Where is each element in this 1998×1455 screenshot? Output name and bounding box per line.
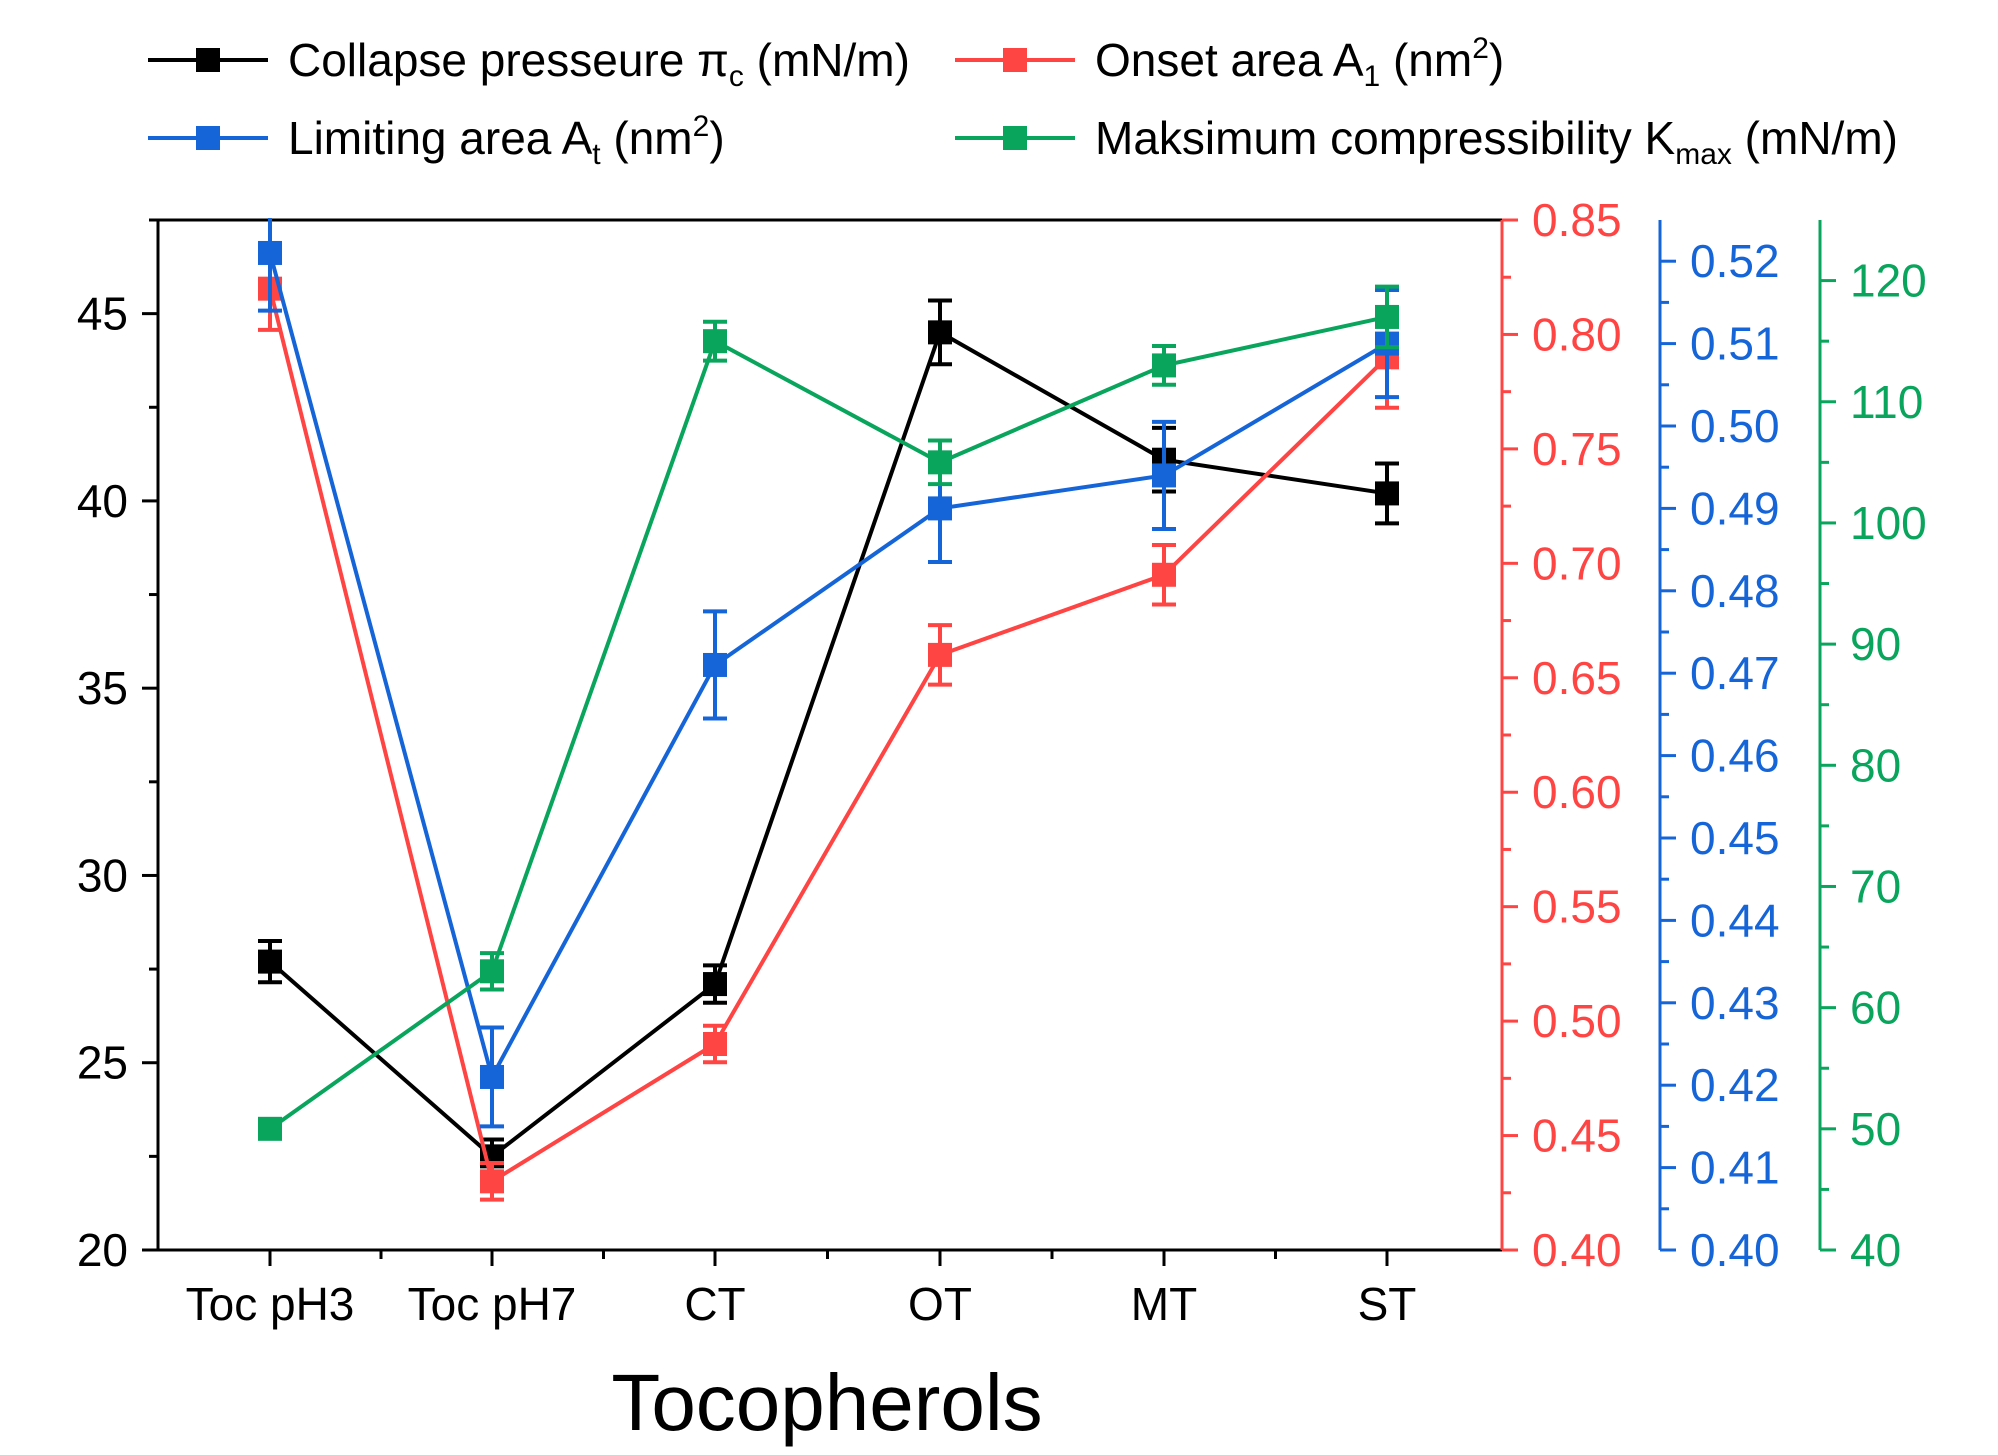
data-point [258, 240, 282, 265]
right3-axis-tick-label: 110 [1850, 376, 1923, 428]
right1-axis-tick-label: 0.85 [1532, 194, 1622, 246]
data-point [480, 1169, 504, 1194]
data-point [703, 1032, 727, 1056]
data-point [928, 496, 952, 521]
data-point [258, 1116, 282, 1141]
data-point [1375, 481, 1399, 506]
legend-label: Limiting area At (nm2) [288, 110, 725, 171]
right1-axis-tick-label: 0.60 [1532, 766, 1622, 818]
right2-axis-tick-label: 0.49 [1690, 482, 1780, 534]
left-axis-tick-label: 30 [77, 849, 128, 901]
right2-axis-tick-label: 0.40 [1690, 1224, 1780, 1276]
x-axis-title: Tocopherols [611, 1358, 1042, 1447]
right1-axis-tick-label: 0.50 [1532, 995, 1622, 1047]
data-point [703, 652, 727, 677]
right2-axis-tick-label: 0.44 [1690, 894, 1780, 946]
data-point [1152, 353, 1176, 378]
legend-marker [1003, 48, 1027, 72]
right3-axis-tick-label: 50 [1850, 1103, 1901, 1155]
x-axis-tick-label: Toc pH7 [408, 1278, 577, 1330]
series-line [268, 329, 1388, 1159]
data-point [1375, 304, 1399, 329]
left-axis-tick-label: 25 [77, 1037, 128, 1089]
right-axes: 0.40 0.45 0.50 0.55 0.60 0.65 0.70 0.75 0.80 0.85… [1500, 194, 1927, 1276]
data-point [480, 1064, 504, 1089]
data-point [703, 972, 727, 997]
left-axis: 20 25 30 35 40 45 [77, 218, 160, 1276]
left-axis-tick-label: 45 [77, 288, 128, 340]
right2-axis-tick-label: 0.51 [1690, 318, 1780, 370]
legend-marker [1003, 126, 1027, 150]
x-axis: Toc pH3 Toc pH7 CT OT MT ST [186, 1250, 1417, 1330]
right3-axis-tick-label: 80 [1850, 739, 1901, 791]
axis-right2: 0.40 0.41 0.42 0.43 0.44 0.45 0.46 0.47 0.48 0.49… [1658, 220, 1780, 1276]
data-point [928, 642, 952, 667]
right2-axis-tick-label: 0.46 [1690, 730, 1780, 782]
legend-entry: Maksimum compressibility Kmax (mN/m) [955, 112, 1898, 171]
series-layer [258, 218, 1399, 1202]
legend-label: Maksimum compressibility Kmax (mN/m) [1095, 112, 1898, 171]
legend-label: Collapse presseure πc (mN/m) [288, 34, 910, 93]
left-axis-tick-label: 35 [77, 662, 128, 714]
legend-label: Onset area A1 (nm2) [1095, 32, 1504, 93]
right1-axis-tick-label: 0.80 [1532, 308, 1622, 360]
right1-axis-tick-label: 0.75 [1532, 423, 1622, 475]
left-axis-tick-label: 20 [77, 1224, 128, 1276]
right1-axis-tick-label: 0.65 [1532, 652, 1622, 704]
x-axis-tick-label: MT [1131, 1278, 1197, 1330]
right2-axis-tick-label: 0.52 [1690, 235, 1780, 287]
legend-marker [196, 126, 220, 150]
data-point [703, 329, 727, 354]
right3-axis-tick-label: 40 [1850, 1224, 1901, 1276]
right2-axis-tick-label: 0.47 [1690, 647, 1780, 699]
x-axis-tick-label: CT [684, 1278, 745, 1330]
plot-frame [158, 218, 1502, 1252]
right2-axis-tick-label: 0.42 [1690, 1059, 1780, 1111]
right2-axis-tick-label: 0.45 [1690, 812, 1780, 864]
series-3 [258, 284, 1399, 1141]
data-point [258, 949, 282, 974]
legend-entry: Onset area A1 (nm2) [955, 32, 1504, 93]
right3-axis-tick-label: 70 [1850, 860, 1901, 912]
right2-axis-tick-label: 0.41 [1690, 1142, 1780, 1194]
right1-axis-tick-label: 0.45 [1532, 1110, 1622, 1162]
right1-axis-tick-label: 0.70 [1532, 537, 1622, 589]
data-point [480, 959, 504, 984]
left-axis-tick-label: 40 [77, 475, 128, 527]
series-0 [258, 298, 1399, 1176]
data-point [928, 320, 952, 345]
legend-entry: Limiting area At (nm2) [148, 110, 725, 171]
data-point [1152, 463, 1176, 488]
legend: Collapse presseure πc (mN/m) Limiting are… [148, 32, 1898, 171]
right1-axis-tick-label: 0.40 [1532, 1224, 1622, 1276]
series-1 [258, 245, 1399, 1202]
right3-axis-tick-label: 60 [1850, 982, 1901, 1034]
x-axis-tick-label: Toc pH3 [186, 1278, 355, 1330]
right3-axis-tick-label: 100 [1850, 497, 1927, 549]
right2-axis-tick-label: 0.50 [1690, 400, 1780, 452]
right2-axis-tick-label: 0.48 [1690, 565, 1780, 617]
legend-entry: Collapse presseure πc (mN/m) [148, 34, 910, 93]
right3-axis-tick-label: 90 [1850, 618, 1901, 670]
data-point [928, 450, 952, 475]
series-line [268, 288, 1389, 1185]
x-axis-tick-label: ST [1358, 1278, 1417, 1330]
axis-right3: 40 50 60 70 80 90 100 110 120 [1818, 220, 1927, 1276]
right1-axis-tick-label: 0.55 [1532, 881, 1622, 933]
axis-right1: 0.40 0.45 0.50 0.55 0.60 0.65 0.70 0.75 0.80 0.85 [1500, 194, 1622, 1276]
series-2 [258, 218, 1399, 1129]
series-line [268, 314, 1388, 1131]
series-line [268, 252, 1389, 1083]
x-axis-tick-label: OT [908, 1278, 972, 1330]
right2-axis-tick-label: 0.43 [1690, 977, 1780, 1029]
data-point [1152, 562, 1176, 587]
right3-axis-tick-label: 120 [1850, 255, 1927, 307]
legend-marker [196, 48, 220, 72]
